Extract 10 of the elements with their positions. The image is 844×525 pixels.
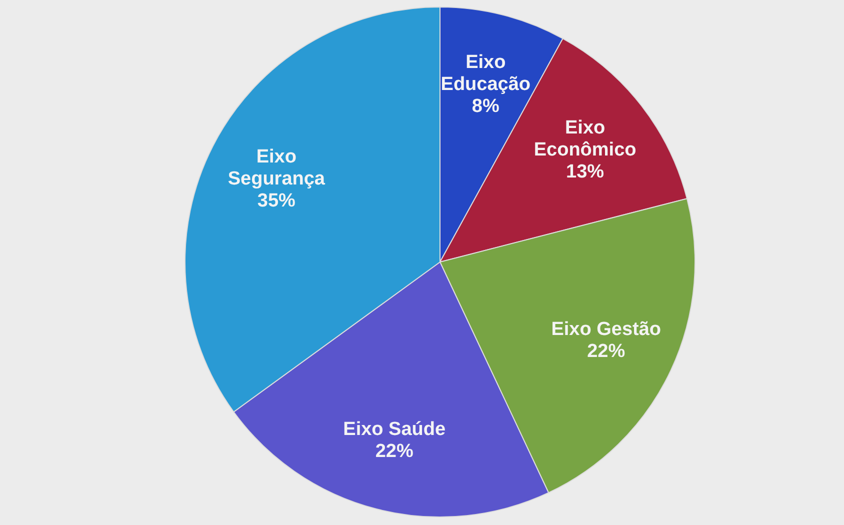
slice-label: Eixo Gestão xyxy=(551,318,662,340)
slice-label: Eixo Segurança xyxy=(228,146,326,190)
slice-label: Eixo Econômico xyxy=(534,116,636,160)
data-label: 35% xyxy=(257,190,296,212)
slice-label: Eixo Saúde xyxy=(343,418,446,440)
data-label: 13% xyxy=(566,160,604,182)
slice-label: Eixo Educação xyxy=(440,52,531,95)
data-label: 22% xyxy=(375,440,414,462)
data-label: 22% xyxy=(587,340,626,362)
data-label: 8% xyxy=(472,96,500,117)
